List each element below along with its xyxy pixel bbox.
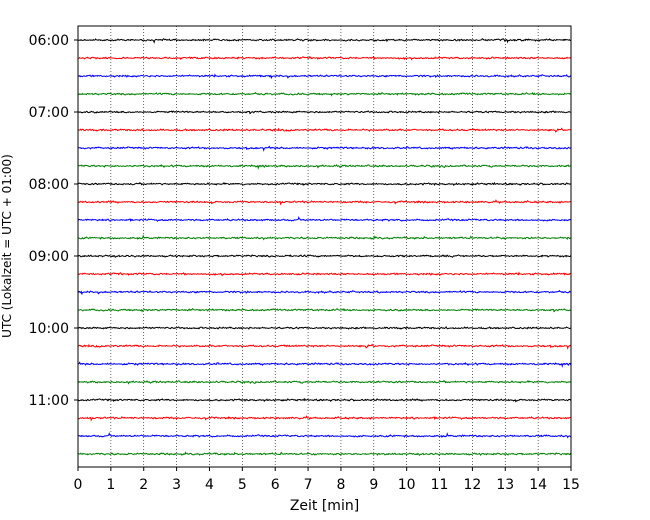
x-tick-label: 15 bbox=[562, 477, 580, 493]
trace-1030 bbox=[77, 361, 572, 368]
x-tick-label: 6 bbox=[271, 477, 280, 493]
y-tick-label: 07:00 bbox=[29, 105, 69, 121]
trace-0615 bbox=[77, 56, 572, 61]
x-tick-label: 13 bbox=[496, 477, 514, 493]
trace-0630 bbox=[77, 73, 572, 79]
y-tick-label: 10:00 bbox=[29, 321, 69, 337]
trace-0900 bbox=[77, 254, 572, 259]
grid-lines bbox=[110, 26, 539, 467]
x-tick-label: 11 bbox=[431, 477, 449, 493]
x-axis-label: Zeit [min] bbox=[290, 498, 359, 514]
x-tick-label: 12 bbox=[463, 477, 481, 493]
trace-0945 bbox=[77, 307, 572, 313]
trace-0730 bbox=[77, 145, 572, 152]
plot-frame bbox=[77, 25, 572, 468]
trace-0645 bbox=[77, 91, 572, 97]
x-tick-label: 9 bbox=[369, 477, 378, 493]
x-tick-label: 4 bbox=[205, 477, 214, 493]
trace-group bbox=[77, 38, 572, 457]
x-tick-label: 8 bbox=[336, 477, 345, 493]
x-tick-label: 3 bbox=[172, 477, 181, 493]
y-axis-label: UTC (Lokalzeit = UTC + 01:00) bbox=[0, 154, 14, 338]
trace-1130 bbox=[77, 431, 572, 439]
trace-1145 bbox=[77, 451, 572, 457]
x-tick-label: 0 bbox=[74, 477, 83, 493]
x-tick-label: 7 bbox=[304, 477, 313, 493]
trace-0800 bbox=[77, 181, 572, 187]
x-tick-label: 5 bbox=[238, 477, 247, 493]
trace-1015 bbox=[77, 343, 572, 350]
y-axis: 06:00 07:00 08:00 09:00 10:00 11:00 bbox=[29, 33, 78, 409]
y-tick-label: 06:00 bbox=[29, 33, 69, 49]
trace-0815 bbox=[77, 199, 572, 206]
trace-0915 bbox=[77, 271, 572, 277]
trace-0715 bbox=[77, 127, 572, 133]
y-tick-label: 08:00 bbox=[29, 177, 69, 193]
y-tick-label: 11:00 bbox=[29, 393, 69, 409]
trace-1100 bbox=[77, 397, 572, 403]
trace-1045 bbox=[77, 379, 572, 385]
x-tick-label: 14 bbox=[529, 477, 547, 493]
trace-0600 bbox=[77, 38, 572, 44]
trace-0700 bbox=[77, 110, 572, 115]
trace-1115 bbox=[77, 415, 572, 422]
x-tick-label: 2 bbox=[139, 477, 148, 493]
x-axis: 0 1 2 3 4 5 6 7 8 9 10 11 12 13 14 15 bbox=[74, 467, 580, 493]
y-tick-label: 09:00 bbox=[29, 249, 69, 265]
trace-0745 bbox=[77, 163, 572, 170]
x-tick-label: 10 bbox=[398, 477, 416, 493]
x-tick-label: 1 bbox=[106, 477, 115, 493]
trace-1000 bbox=[77, 325, 572, 330]
trace-0930 bbox=[77, 289, 572, 295]
trace-0830 bbox=[77, 215, 572, 223]
trace-0845 bbox=[77, 234, 572, 241]
